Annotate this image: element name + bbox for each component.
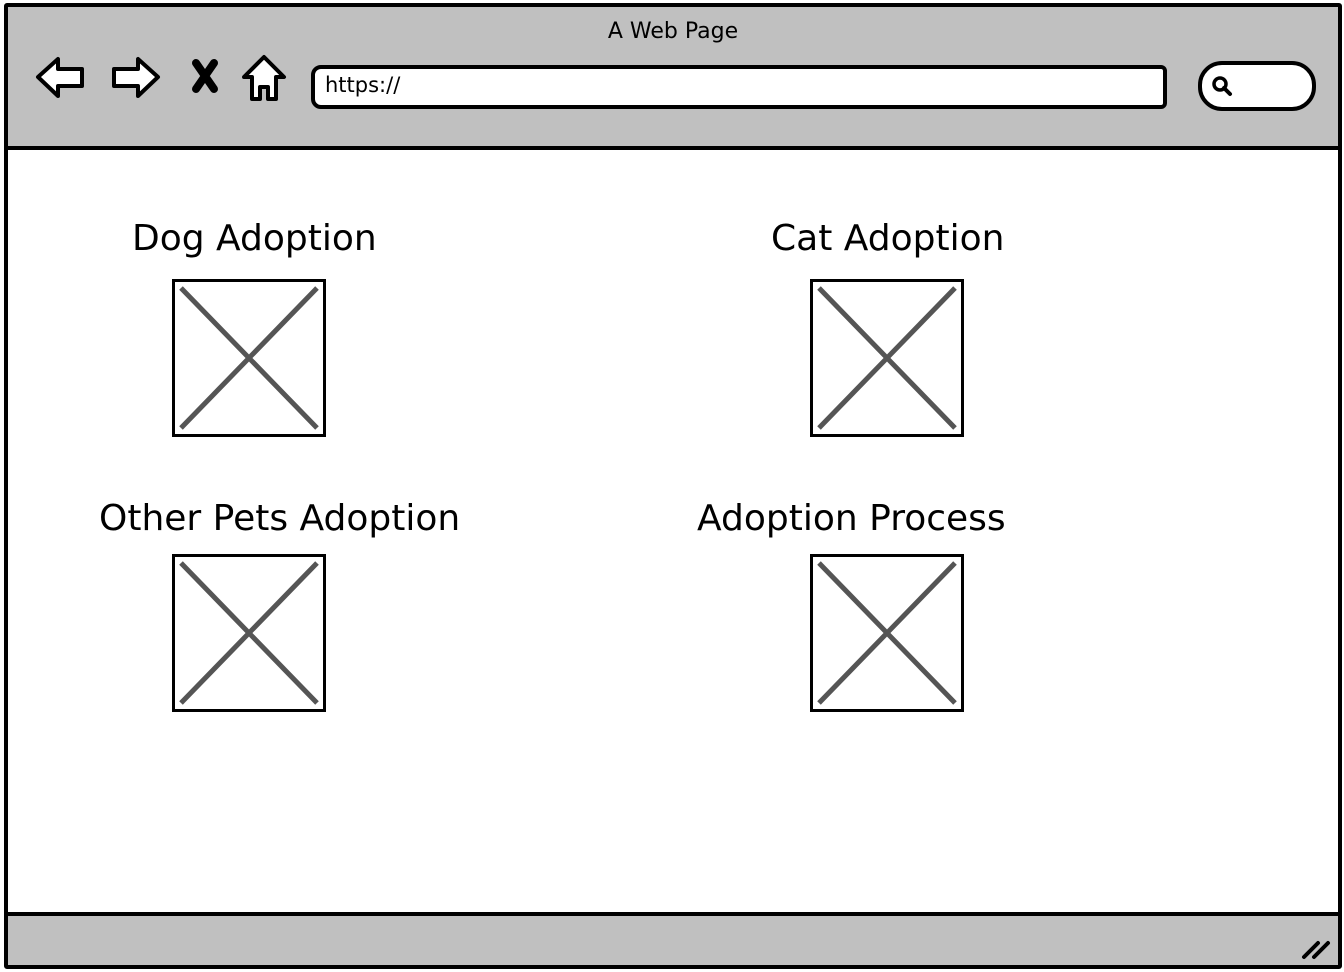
- section-title-dog-adoption: Dog Adoption: [132, 218, 377, 259]
- section-title-adoption-process: Adoption Process: [697, 498, 1006, 539]
- back-arrow-icon[interactable]: [32, 49, 88, 105]
- cat-adoption-image: [810, 279, 964, 437]
- browser-window: A Web Page https://: [4, 3, 1342, 969]
- address-bar-text[interactable]: https://: [325, 73, 401, 97]
- stop-icon[interactable]: [178, 49, 234, 105]
- window-title: A Web Page: [607, 19, 739, 44]
- home-icon[interactable]: [236, 49, 292, 105]
- search-icon[interactable]: [1210, 74, 1234, 98]
- section-title-cat-adoption: Cat Adoption: [771, 218, 1005, 259]
- other-pets-adoption-image: [172, 554, 326, 712]
- status-bar: [8, 912, 1338, 965]
- search-box[interactable]: [1198, 61, 1316, 111]
- section-title-other-pets-adoption: Other Pets Adoption: [99, 498, 461, 539]
- dog-adoption-image: [172, 279, 326, 437]
- resize-grip-icon[interactable]: [1300, 933, 1332, 961]
- browser-title-bar: A Web Page https://: [8, 7, 1338, 150]
- forward-arrow-icon[interactable]: [108, 49, 164, 105]
- adoption-process-image: [810, 554, 964, 712]
- page-content: Dog Adoption Cat Adoption Other Pets Ado…: [8, 150, 1338, 912]
- address-bar[interactable]: https://: [311, 65, 1167, 109]
